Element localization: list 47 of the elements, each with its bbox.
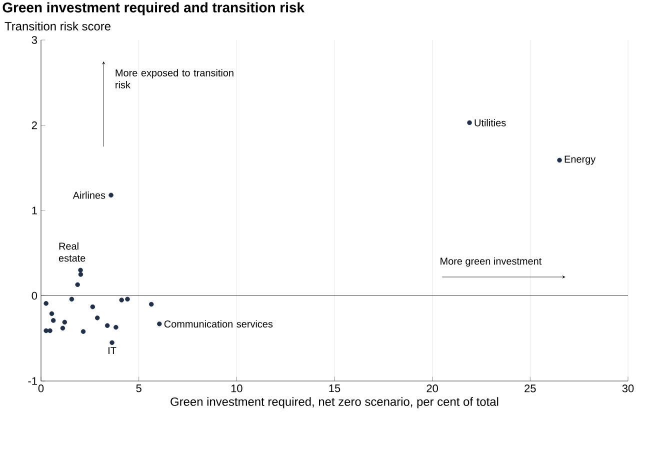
x-tick-label: 10 [231, 384, 242, 392]
x-tick-label: 5 [136, 384, 142, 392]
point [94, 316, 100, 320]
point [60, 326, 66, 331]
x-tick-label: 15 [329, 384, 340, 392]
annotation: More exposed to transition risk [116, 69, 234, 88]
point [119, 298, 124, 302]
y-tick-label: 1 [32, 206, 37, 214]
annotation: Energy [564, 156, 596, 165]
point [110, 340, 114, 346]
point [114, 324, 118, 330]
point [80, 329, 86, 334]
y-tick-label: -1 [28, 377, 37, 385]
x-axis-title: Green investment required, net zero scenario, per cent of total [170, 397, 498, 408]
x-tick-label: 20 [426, 384, 438, 392]
y-tick-label: 3 [32, 36, 37, 44]
point [78, 268, 83, 273]
point [108, 192, 114, 198]
annotation: Communication services [164, 320, 273, 328]
point [44, 328, 48, 334]
annotation: Utilities [474, 119, 506, 126]
x-tick-label: 25 [524, 384, 536, 392]
point [78, 272, 84, 277]
point [557, 158, 562, 163]
point [104, 323, 110, 328]
annotation: More green investment [440, 257, 542, 267]
point [62, 320, 68, 325]
annotation: IT [108, 347, 116, 354]
chart-title: Green investment required and transition risk [2, 2, 304, 16]
y-tick-label: 2 [32, 121, 37, 130]
annotation: Airlines [72, 192, 106, 199]
point [75, 282, 80, 288]
point [90, 304, 96, 310]
point [50, 318, 56, 323]
x-tick-label: 30 [622, 384, 634, 392]
point [467, 120, 472, 126]
annotation: Real estate [58, 242, 86, 262]
point [69, 296, 74, 302]
x-tick-label: 0 [38, 384, 44, 392]
y-tick-label: 0 [32, 292, 38, 300]
point [49, 311, 54, 316]
point [44, 301, 48, 306]
point [156, 321, 162, 326]
point [125, 296, 130, 302]
point [148, 302, 154, 307]
point [48, 328, 52, 334]
y-axis-title: Transition risk score [4, 22, 110, 30]
